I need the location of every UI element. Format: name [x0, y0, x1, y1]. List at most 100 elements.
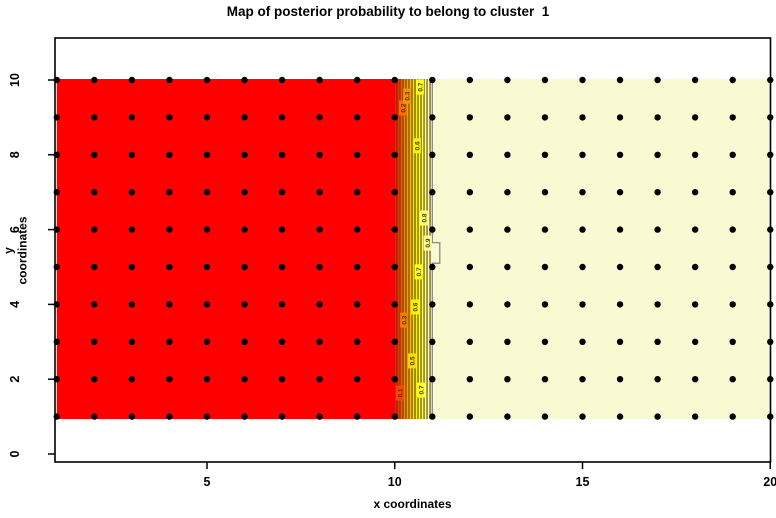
grid-dot: [128, 263, 136, 271]
grid-dot: [203, 189, 211, 196]
grid-dot: [691, 263, 699, 271]
grid-dot: [91, 226, 98, 233]
plot-box: [54, 37, 772, 463]
grid-dot: [203, 263, 211, 271]
grid-dot: [579, 151, 586, 158]
grid-dot: [729, 338, 736, 345]
y-tick-label: 2: [8, 376, 22, 383]
grid-dot: [654, 151, 661, 158]
grid-dot: [729, 151, 736, 158]
y-tick-label: 4: [8, 301, 22, 308]
grid-dot: [466, 114, 474, 121]
grid-dot: [504, 226, 511, 233]
grid-dot: [579, 263, 586, 271]
contour-label-text: 0.7: [418, 385, 425, 394]
contour-label-text: 0.5: [409, 356, 416, 365]
contour-label-bg: [399, 100, 408, 116]
grid-dot: [541, 413, 549, 420]
grid-dot: [616, 301, 624, 308]
grid-dot: [616, 226, 624, 233]
grid-dot: [91, 413, 98, 420]
contour-label: 0.7: [414, 264, 423, 280]
grid-dot: [579, 76, 586, 84]
grid-dot: [466, 263, 474, 271]
contour-label: 0.7: [415, 79, 424, 95]
contour-label: 0.9: [423, 235, 432, 251]
grid-dot: [579, 301, 586, 308]
grid-dot: [166, 413, 173, 420]
contour-label-text: 0.6: [414, 141, 421, 150]
grid-dot: [504, 338, 511, 345]
grid-dot: [504, 301, 511, 308]
grid-dot: [316, 338, 323, 345]
grid-dot: [241, 376, 248, 383]
contour-label: 0.8: [420, 210, 429, 226]
grid-dot: [91, 189, 98, 196]
grid-dot: [278, 263, 286, 271]
grid-dot: [241, 301, 248, 308]
grid-dot: [166, 114, 173, 121]
grid-dot: [616, 338, 624, 345]
grid-dot: [504, 376, 511, 383]
contour-label-bg: [414, 264, 423, 280]
grid-dot: [316, 151, 323, 158]
grid-dot: [278, 376, 286, 383]
contour-label-bg: [396, 385, 405, 401]
grid-dot: [128, 376, 136, 383]
grid-dot: [616, 263, 624, 271]
grid-dot: [354, 226, 361, 233]
grid-dot: [241, 226, 248, 233]
grid-dot: [466, 189, 474, 196]
contour-label: 0.3: [400, 312, 409, 328]
grid-dot: [541, 226, 549, 233]
grid-dot: [278, 301, 286, 308]
grid-dot: [691, 76, 699, 84]
grid-dot: [691, 413, 699, 420]
grid-dot: [316, 263, 323, 271]
grid-dot: [316, 189, 323, 196]
grid-dot: [654, 338, 661, 345]
probability-boundary-line: [431, 79, 441, 419]
grid-dot: [203, 76, 211, 84]
contour-label: 0.7: [417, 382, 426, 398]
grid-dot: [504, 76, 511, 84]
grid-dot: [203, 338, 211, 345]
grid-dot: [241, 263, 248, 271]
grid-dot: [616, 76, 624, 84]
grid-dot: [579, 226, 586, 233]
contour-label-bg: [400, 312, 409, 328]
grid-dot: [616, 151, 624, 158]
contour-label-text: 0.3: [405, 91, 412, 100]
grid-dot: [616, 114, 624, 121]
grid-dot: [203, 114, 211, 121]
grid-dot: [541, 114, 549, 121]
grid-dot: [128, 413, 136, 420]
contour-label-bg: [403, 88, 412, 104]
contour-label-text: 0.3: [402, 315, 409, 324]
grid-dot: [616, 189, 624, 196]
grid-dot: [278, 114, 286, 121]
x-tick-label: 5: [204, 475, 211, 489]
grid-dot: [691, 151, 699, 158]
grid-dot: [391, 76, 398, 84]
grid-dot: [729, 226, 736, 233]
grid-dot: [466, 301, 474, 308]
grid-dot: [579, 189, 586, 196]
grid-dot: [654, 301, 661, 308]
contour-label-text: 0.6: [412, 302, 419, 311]
contour-label-bg: [420, 210, 429, 226]
grid-dot: [241, 114, 248, 121]
grid-dot: [466, 151, 474, 158]
grid-dot: [316, 413, 323, 420]
grid-dot: [354, 189, 361, 196]
grid-dot: [504, 151, 511, 158]
contour-label-bg: [417, 382, 426, 398]
grid-dot: [166, 189, 173, 196]
grid-dot: [241, 189, 248, 196]
grid-dot: [128, 151, 136, 158]
grid-dot: [654, 189, 661, 196]
grid-dot: [654, 413, 661, 420]
grid-dot: [91, 338, 98, 345]
grid-dot: [541, 189, 549, 196]
